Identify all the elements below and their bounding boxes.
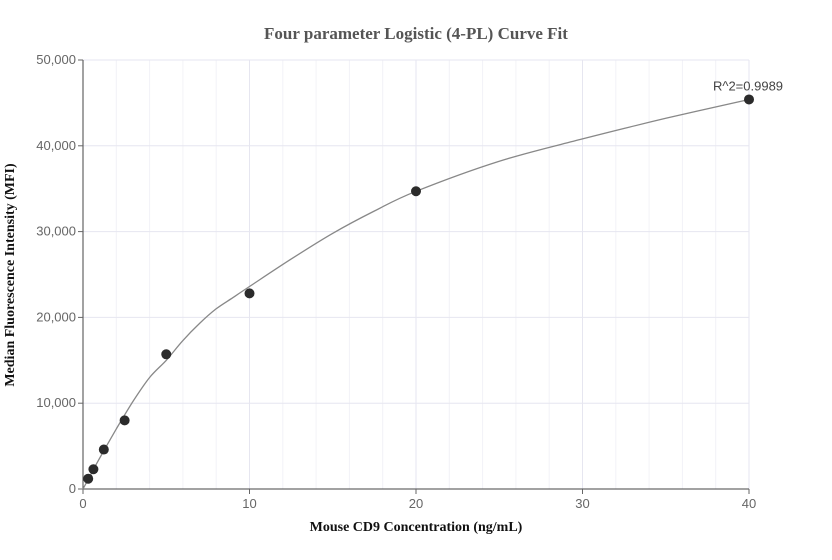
y-tick-label: 10,000 [36,395,76,410]
data-point [83,473,94,484]
y-tick-label: 50,000 [36,52,76,67]
grid-lines [83,59,750,489]
x-axis-label: Mouse CD9 Concentration (ng/mL) [310,520,523,535]
data-point [244,288,255,299]
x-tick-label: 20 [409,496,423,511]
x-tick-label: 30 [575,496,589,511]
data-point [119,415,130,426]
y-tick-label: 0 [69,481,76,496]
chart-title: Four parameter Logistic (4-PL) Curve Fit [264,24,568,43]
data-point [744,94,754,105]
r-squared-annotation: R^2=0.9989 [713,78,783,93]
y-tick-label: 40,000 [36,138,76,153]
data-point [411,186,421,197]
data-point [98,444,109,455]
x-tick-label: 0 [79,496,86,511]
x-tick-label: 10 [242,496,256,511]
data-points [83,94,754,484]
y-axis-label: Median Fluorescence Intensity (MFI) [3,163,18,387]
data-point [161,349,172,360]
data-point [88,464,99,475]
x-tick-label: 40 [742,496,756,511]
y-tick-label: 30,000 [36,224,76,239]
axis-ticks: 0 10 20 30 40 0 10,000 20,000 30,000 40,000 50,000 [36,52,756,511]
y-tick-label: 20,000 [36,309,76,324]
